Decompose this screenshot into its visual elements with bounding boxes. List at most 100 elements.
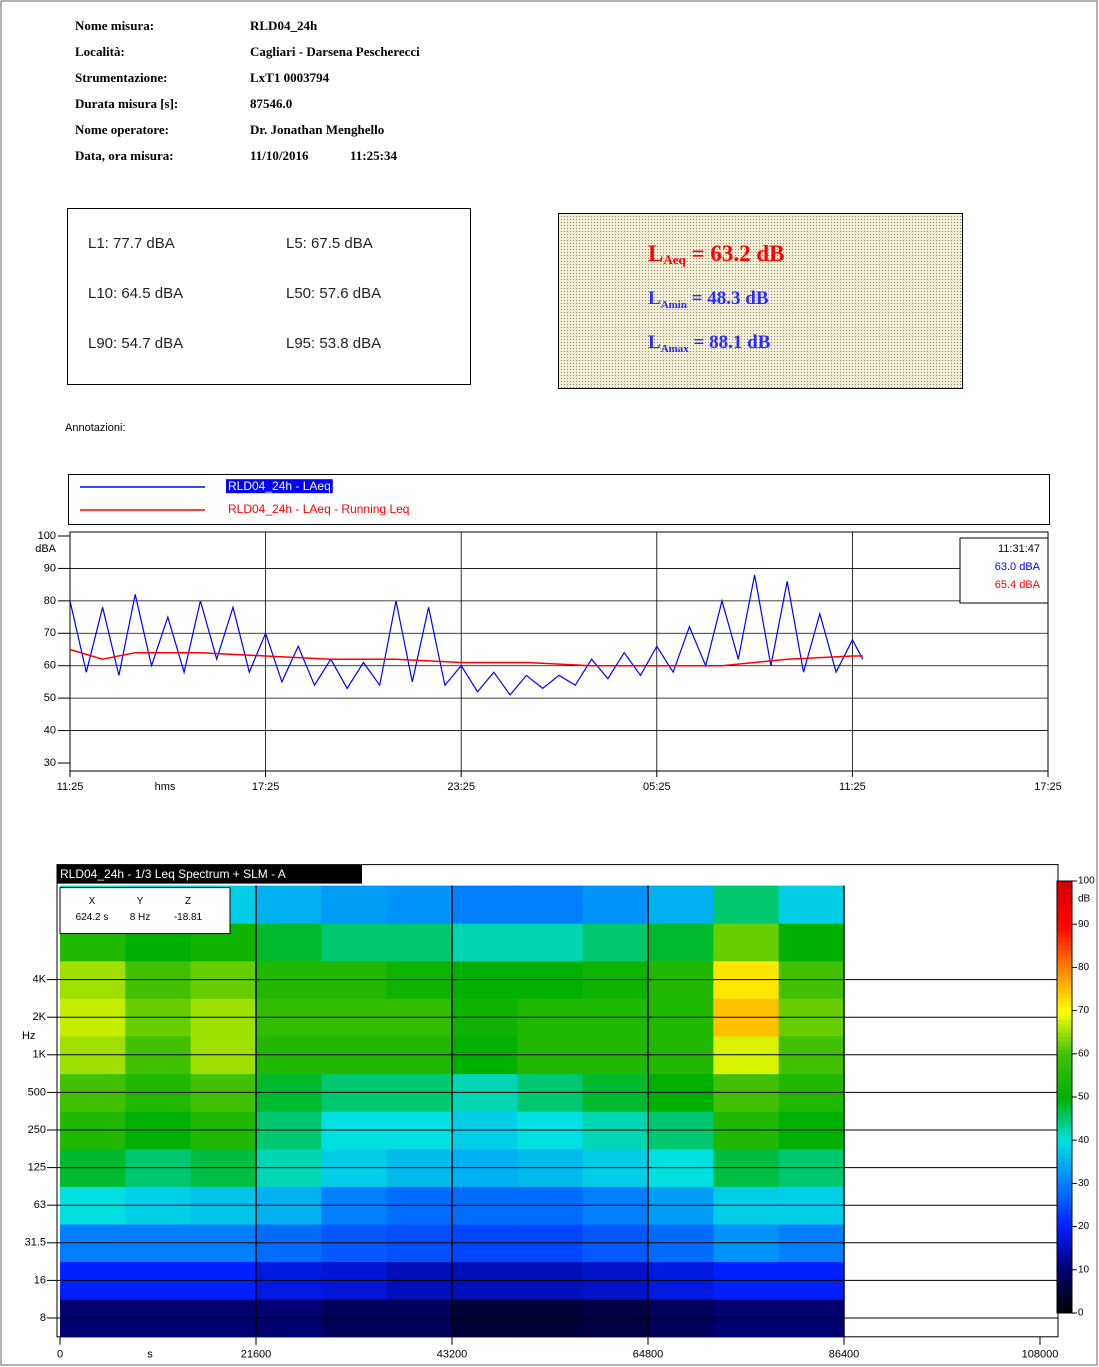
x-axis-label: s bbox=[147, 1349, 153, 1361]
field-value: 87546.0 bbox=[250, 96, 292, 111]
colorbar-step bbox=[1057, 885, 1072, 891]
y-tick-label: 80 bbox=[44, 595, 56, 607]
heat-cell bbox=[582, 923, 649, 962]
colorbar-step bbox=[1057, 1230, 1072, 1236]
heat-cell bbox=[256, 923, 322, 962]
colorbar-step bbox=[1057, 1213, 1072, 1219]
summary-value: = 48.3 dB bbox=[687, 288, 769, 309]
y-tick-label: 100 bbox=[38, 530, 56, 542]
colorbar-step bbox=[1057, 1287, 1072, 1292]
colorbar-step bbox=[1057, 993, 1072, 999]
colorbar-step bbox=[1057, 1036, 1072, 1042]
x-tick-label: 17:25 bbox=[1034, 781, 1062, 793]
y-axis-label: Hz bbox=[22, 1030, 35, 1042]
colorbar-step bbox=[1057, 1217, 1072, 1223]
colorbar-step bbox=[1057, 889, 1072, 895]
x-tick-label: 64800 bbox=[633, 1349, 664, 1361]
title-bg bbox=[57, 864, 362, 884]
colorbar-step bbox=[1057, 1205, 1072, 1210]
heat-cell bbox=[452, 923, 518, 962]
y-tick-label: 63 bbox=[34, 1199, 46, 1211]
readout-header: Y bbox=[137, 896, 144, 907]
heat-cell bbox=[517, 885, 584, 924]
heat-cell bbox=[256, 885, 322, 924]
colorbar-step bbox=[1057, 1183, 1072, 1189]
colorbar-step bbox=[1057, 1053, 1072, 1059]
colorbar-step bbox=[1057, 1222, 1072, 1228]
colorbar-step bbox=[1057, 945, 1072, 951]
chart-title: RLD04_24h - 1/3 Leq Spectrum + SLM - A bbox=[60, 867, 286, 881]
x-tick-label: 11:25 bbox=[57, 781, 84, 793]
colorbar-step bbox=[1057, 958, 1072, 964]
y-tick-label: 50 bbox=[44, 692, 56, 704]
colorbar-step bbox=[1057, 1088, 1072, 1094]
colorbar-step bbox=[1057, 1135, 1072, 1141]
readout-header: X bbox=[89, 896, 96, 907]
colorbar-step bbox=[1057, 911, 1072, 917]
colorbar-step bbox=[1057, 924, 1072, 930]
colorbar-label: 70 bbox=[1078, 1005, 1090, 1016]
field-value: RLD04_24h bbox=[250, 18, 318, 33]
colorbar-step bbox=[1057, 1179, 1072, 1184]
field-label: Data, ora misura: bbox=[75, 148, 174, 163]
y-tick-label: 60 bbox=[44, 660, 56, 672]
colorbar-step bbox=[1057, 1261, 1072, 1266]
field-label: Nome operatore: bbox=[75, 122, 169, 137]
colorbar-label: 90 bbox=[1078, 919, 1090, 930]
colorbar-step bbox=[1057, 984, 1072, 990]
field-label: Località: bbox=[75, 44, 125, 59]
colorbar-step bbox=[1057, 1295, 1072, 1301]
field-label: Strumentazione: bbox=[75, 70, 167, 85]
summary-line: LAeq = 63.2 dB bbox=[648, 241, 784, 267]
x-tick-label: 108000 bbox=[1022, 1349, 1059, 1361]
y-tick-label: 125 bbox=[28, 1162, 46, 1174]
colorbar-step bbox=[1057, 1010, 1072, 1016]
legend-box bbox=[68, 474, 1050, 525]
x-tick-label: 23:25 bbox=[447, 781, 475, 793]
colorbar-step bbox=[1057, 1200, 1072, 1206]
colorbar-step bbox=[1057, 898, 1072, 904]
colorbar-step bbox=[1057, 1014, 1072, 1020]
colorbar-step bbox=[1057, 919, 1072, 925]
field-value: 11/10/2016 bbox=[250, 148, 309, 163]
summary-symbol: L bbox=[648, 332, 661, 353]
colorbar-step bbox=[1057, 928, 1072, 934]
y-tick-label: 250 bbox=[28, 1124, 46, 1136]
colorbar-step bbox=[1057, 1304, 1072, 1310]
legend-highlight bbox=[226, 479, 333, 494]
colorbar-step bbox=[1057, 1209, 1072, 1215]
colorbar-label: 30 bbox=[1078, 1178, 1090, 1189]
summary-line: LAmax = 88.1 dB bbox=[648, 332, 771, 354]
colorbar-step bbox=[1057, 1027, 1072, 1033]
heat-cell bbox=[648, 885, 714, 924]
colorbar-step bbox=[1057, 1001, 1072, 1007]
legend-label: RLD04_24h - LAeq bbox=[228, 479, 331, 493]
colorbar-step bbox=[1057, 1308, 1072, 1314]
colorbar-step bbox=[1057, 941, 1072, 947]
colorbar-step bbox=[1057, 1252, 1072, 1258]
colorbar-step bbox=[1057, 1166, 1072, 1171]
y-tick-label: 40 bbox=[44, 724, 56, 736]
colorbar-step bbox=[1057, 971, 1072, 977]
summary-subscript: Amax bbox=[661, 343, 690, 355]
summary-symbol: L bbox=[648, 288, 661, 309]
colorbar-label: 10 bbox=[1078, 1264, 1090, 1275]
colorbar-step bbox=[1057, 1256, 1072, 1262]
colorbar-step bbox=[1057, 967, 1072, 973]
colorbar-step bbox=[1057, 1127, 1072, 1133]
y-tick-label: 8 bbox=[40, 1312, 46, 1324]
summary-subscript: Amin bbox=[661, 299, 687, 311]
colorbar-step bbox=[1057, 1144, 1072, 1150]
colorbar-step bbox=[1057, 950, 1072, 955]
y-tick-label: 70 bbox=[44, 627, 56, 639]
colorbar-label: 50 bbox=[1078, 1092, 1090, 1103]
colorbar-step bbox=[1057, 1071, 1072, 1076]
colorbar-step bbox=[1057, 1235, 1072, 1241]
colorbar-step bbox=[1057, 1049, 1072, 1055]
colorbar-step bbox=[1057, 1019, 1072, 1025]
colorbar-step bbox=[1057, 1153, 1072, 1158]
cursor-value: 63.0 dBA bbox=[995, 561, 1041, 573]
colorbar-step bbox=[1057, 1045, 1072, 1050]
